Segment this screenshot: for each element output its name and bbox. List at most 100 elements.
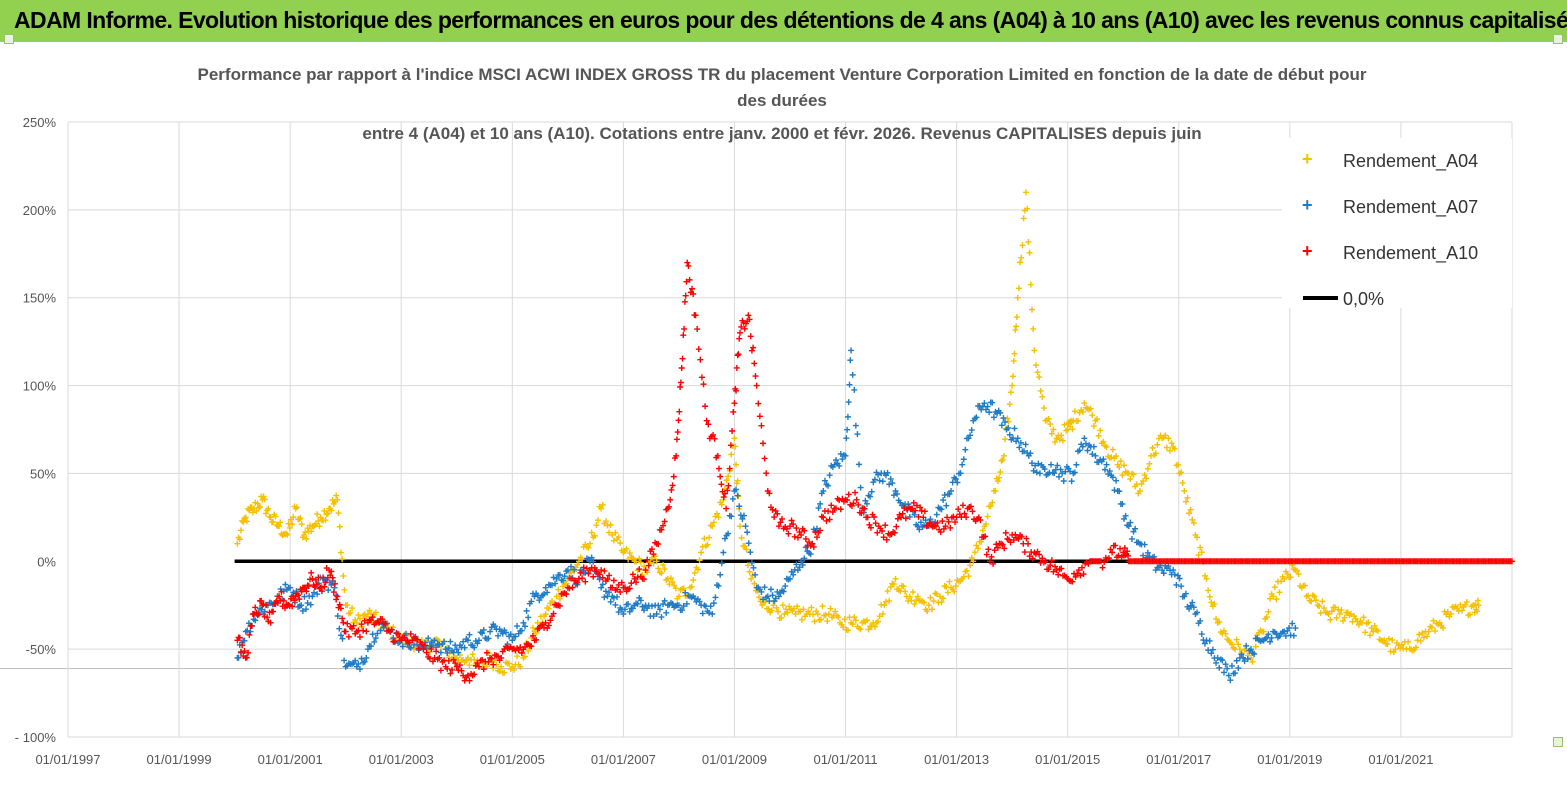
- data-point: [1015, 535, 1022, 542]
- data-point: [1474, 597, 1481, 604]
- data-point: [668, 486, 675, 493]
- data-point: [1362, 629, 1369, 636]
- data-point: [626, 550, 633, 557]
- data-point: [1287, 574, 1294, 581]
- data-point: [1119, 500, 1126, 507]
- data-point: [777, 519, 784, 526]
- data-point: [1081, 400, 1088, 407]
- data-point: [677, 379, 684, 386]
- data-point: [829, 464, 836, 471]
- data-point: [819, 603, 826, 610]
- data-point: [522, 653, 529, 660]
- data-point: [728, 513, 735, 520]
- data-point: [591, 532, 598, 539]
- data-point: [1167, 567, 1174, 574]
- data-point: [1081, 435, 1088, 442]
- data-point: [1028, 306, 1035, 313]
- data-point: [626, 585, 633, 592]
- data-point: [1222, 661, 1229, 668]
- x-tick-label: 01/01/2021: [1368, 752, 1433, 767]
- data-point: [1203, 575, 1210, 582]
- data-point: [341, 586, 348, 593]
- data-point: [787, 523, 793, 530]
- data-point: [952, 519, 959, 526]
- data-point: [316, 523, 323, 530]
- data-point: [1101, 466, 1108, 473]
- data-point: [598, 584, 605, 591]
- data-point: [1311, 593, 1318, 600]
- data-point: [761, 584, 768, 591]
- data-point: [604, 593, 611, 600]
- x-tick-label: 01/01/2007: [591, 752, 656, 767]
- data-point: [1100, 438, 1107, 445]
- data-point: [629, 571, 636, 578]
- data-point: [655, 565, 662, 572]
- data-point: [760, 440, 767, 447]
- report-title: ADAM Informe. Evolution historique des p…: [14, 7, 1567, 33]
- data-point: [569, 584, 576, 591]
- data-point: [602, 518, 609, 525]
- data-point: [1184, 494, 1191, 501]
- data-point: [337, 605, 344, 612]
- data-point: [852, 489, 859, 496]
- data-point: [1063, 427, 1070, 434]
- data-point: [1067, 468, 1074, 475]
- data-point: [633, 579, 640, 586]
- data-point: [1108, 454, 1115, 461]
- data-point: [663, 609, 670, 616]
- data-point: [556, 602, 563, 609]
- data-point: [791, 533, 798, 540]
- data-point: [295, 592, 302, 599]
- data-point: [894, 515, 901, 522]
- data-point: [732, 443, 739, 450]
- data-point: [1089, 412, 1096, 419]
- data-point: [1111, 487, 1118, 494]
- data-point: [276, 593, 283, 600]
- data-point: [817, 616, 824, 623]
- data-point: [714, 510, 721, 517]
- data-point: [833, 505, 840, 512]
- data-point: [270, 608, 277, 615]
- data-point: [999, 541, 1006, 548]
- data-point: [815, 505, 822, 512]
- data-point: [890, 581, 897, 588]
- data-point: [502, 629, 509, 636]
- data-point: [1007, 539, 1014, 546]
- data-point: [1107, 546, 1114, 553]
- data-point: [1198, 549, 1205, 556]
- data-point: [1240, 654, 1247, 661]
- data-point: [1135, 490, 1142, 497]
- data-point: [1012, 326, 1019, 333]
- data-point: [851, 614, 858, 621]
- data-point: [1050, 426, 1057, 433]
- data-point: [677, 383, 684, 390]
- data-point: [429, 642, 436, 649]
- data-point: [1320, 605, 1327, 612]
- data-point: [983, 551, 990, 558]
- data-point: [594, 517, 601, 524]
- data-point: [310, 589, 317, 596]
- data-point: [1251, 651, 1258, 658]
- data-point: [730, 408, 737, 415]
- data-point: [426, 655, 433, 662]
- data-point: [682, 589, 689, 596]
- data-point: [1040, 405, 1047, 412]
- data-point: [666, 503, 673, 510]
- data-point: [735, 493, 742, 500]
- data-point: [883, 536, 890, 543]
- data-point: [667, 575, 674, 582]
- data-point: [902, 588, 909, 595]
- data-point: [733, 461, 740, 468]
- data-point: [1027, 281, 1034, 288]
- data-point: [718, 501, 725, 508]
- data-point: [612, 601, 619, 608]
- data-point: [304, 600, 311, 607]
- data-point: [563, 568, 570, 575]
- data-point: [1341, 614, 1348, 621]
- data-point: [249, 509, 256, 516]
- data-point: [302, 529, 309, 536]
- data-point: [827, 605, 834, 612]
- data-point: [363, 613, 370, 620]
- data-point: [977, 517, 984, 524]
- data-point: [957, 470, 964, 477]
